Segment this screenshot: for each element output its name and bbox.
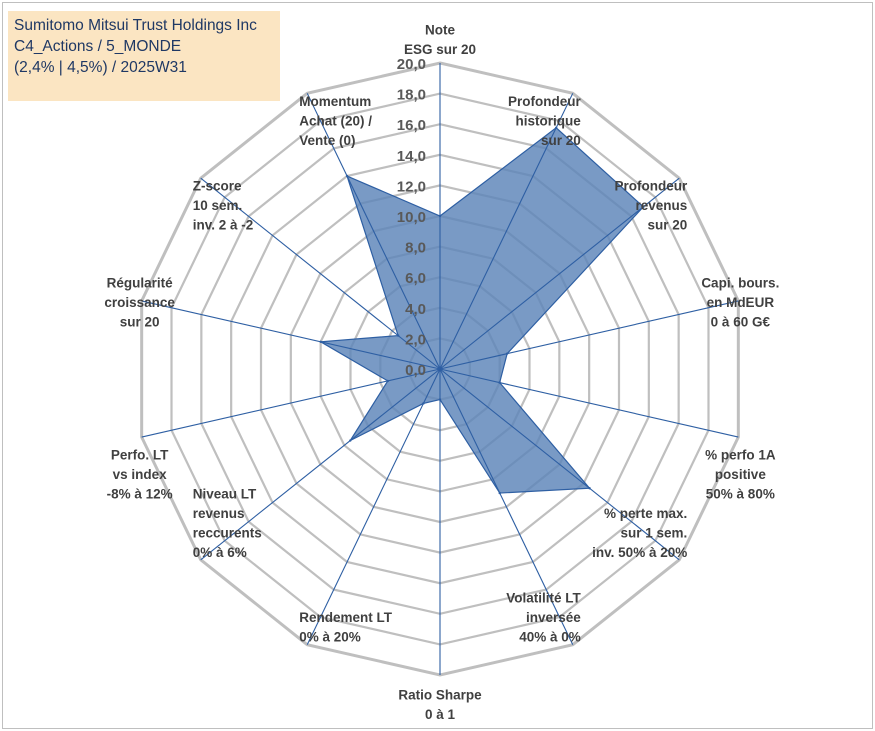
axis-spoke <box>439 368 574 645</box>
axis-label: Volatilité LT inversée 40% à 0% <box>506 591 581 645</box>
axis-label-line: sur 20 <box>647 218 687 233</box>
axis-label-line: ESG sur 20 <box>404 42 476 57</box>
axis-label-line: Note <box>425 23 455 38</box>
axis-label: Capi. bours. en MdEUR 0 à 60 G€ <box>701 275 779 329</box>
axis-label-line: Ratio Sharpe <box>398 688 482 703</box>
axis-spoke <box>200 177 441 370</box>
axis-label-line: sur 20 <box>120 314 160 329</box>
axis-label-line: 0% à 20% <box>299 630 361 645</box>
axis-label-line: 0 à 1 <box>425 707 456 722</box>
title-box: Sumitomo Mitsui Trust Holdings Inc C4_Ac… <box>8 11 280 101</box>
axis-label-line: Achat (20) / <box>299 113 372 128</box>
axis-label-line: Momentum <box>299 94 371 109</box>
axis-spoke <box>306 93 441 370</box>
tick-label: 2,0 <box>405 331 426 348</box>
tick-label: 0,0 <box>405 362 426 379</box>
axis-label-line: % perte max. <box>604 506 687 521</box>
axis-label-line: Profondeur <box>508 94 581 109</box>
axis-label-line: inv. 50% à 20% <box>592 545 687 560</box>
axis-label: % perte max. sur 1 sem. inv. 50% à 20% <box>592 506 687 560</box>
axis-spoke <box>439 300 739 370</box>
axis-label-line: inv. 2 à -2 <box>193 218 254 233</box>
axis-label: Momentum Achat (20) / Vente (0) <box>299 94 372 148</box>
tick-label: 10,0 <box>397 209 426 226</box>
tick-label: 18,0 <box>397 87 426 104</box>
axis-label: Rendement LT 0% à 20% <box>299 610 393 645</box>
axis-label-line: historique <box>516 113 582 128</box>
axis-spoke <box>200 368 441 561</box>
axis-spoke <box>306 368 441 645</box>
tick-label: 6,0 <box>405 270 426 287</box>
axis-label-line: sur 20 <box>541 133 581 148</box>
axis-label-line: Volatilité LT <box>506 591 581 606</box>
tick-labels: 0,0 2,0 4,0 6,0 8,0 10,0 12,0 14,0 16,0 18,0 20,0 <box>397 56 426 379</box>
axis-spoke <box>439 177 680 370</box>
axis-label-line: sur 1 sem. <box>620 525 687 540</box>
tick-label: 4,0 <box>405 301 426 318</box>
tick-label: 8,0 <box>405 240 426 257</box>
axis-label-line: 0 à 60 G€ <box>711 314 771 329</box>
axis-label: Profondeur historique sur 20 <box>508 94 581 148</box>
axis-label: Perfo. LT vs index -8% à 12% <box>107 448 173 502</box>
axis-label-line: Régularité <box>107 275 174 290</box>
axis-label: % perfo 1A positive 50% à 80% <box>705 448 776 502</box>
axis-label-line: inversée <box>526 610 581 625</box>
title-line-1: Sumitomo Mitsui Trust Holdings Inc <box>14 17 257 34</box>
axis-spoke <box>439 93 574 370</box>
axis-label-line: positive <box>715 467 767 482</box>
axis-label-line: Z-score <box>193 179 242 194</box>
tick-label: 12,0 <box>397 178 426 195</box>
radar-spokes <box>141 63 739 675</box>
radar-chart: 0,02,04,06,08,010,012,014,016,018,020,0 … <box>104 23 779 723</box>
axis-label-line: croissance <box>104 295 175 310</box>
axis-label-line: revenus <box>193 506 245 521</box>
axis-label: Profondeur revenus sur 20 <box>614 179 687 233</box>
axis-label: Z-score 10 sem. inv. 2 à -2 <box>193 179 254 233</box>
axis-label-line: 0% à 6% <box>193 545 247 560</box>
axis-label-line: 10 sem. <box>193 198 243 213</box>
title-line-2: C4_Actions / 5_MONDE <box>14 38 182 55</box>
axis-label: Régularité croissance sur 20 <box>104 275 175 329</box>
axis-label-line: Capi. bours. <box>701 275 779 290</box>
axis-label: Niveau LT revenus reccurents 0% à 6% <box>193 486 262 560</box>
axis-label-line: revenus <box>635 198 687 213</box>
axis-label-line: 50% à 80% <box>706 487 775 502</box>
axis-label-line: reccurents <box>193 525 262 540</box>
tick-label: 20,0 <box>397 56 426 73</box>
axis-label-line: Niveau LT <box>193 486 257 501</box>
axis-label-line: vs index <box>113 467 168 482</box>
axis-spoke <box>141 368 441 438</box>
axis-label-line: en MdEUR <box>707 295 775 310</box>
axis-spoke <box>439 368 680 561</box>
axis-label-line: 40% à 0% <box>519 630 581 645</box>
axis-label-line: Profondeur <box>614 179 687 194</box>
axis-label-line: Vente (0) <box>299 133 355 148</box>
axis-label-line: Rendement LT <box>299 610 393 625</box>
axis-spoke <box>439 368 739 438</box>
title-line-3: (2,4% | 4,5%) / 2025W31 <box>14 59 187 76</box>
axis-spoke <box>141 300 441 370</box>
axis-labels: Note ESG sur 20 Profondeur historique sur 20… <box>104 23 779 723</box>
axis-label-line: Perfo. LT <box>111 448 169 463</box>
axis-label: Ratio Sharpe 0 à 1 <box>398 688 482 723</box>
tick-label: 14,0 <box>397 148 426 165</box>
axis-label-line: -8% à 12% <box>107 487 173 502</box>
tick-label: 16,0 <box>397 117 426 134</box>
axis-label-line: % perfo 1A <box>705 448 776 463</box>
axis-label: Note ESG sur 20 <box>404 23 476 58</box>
